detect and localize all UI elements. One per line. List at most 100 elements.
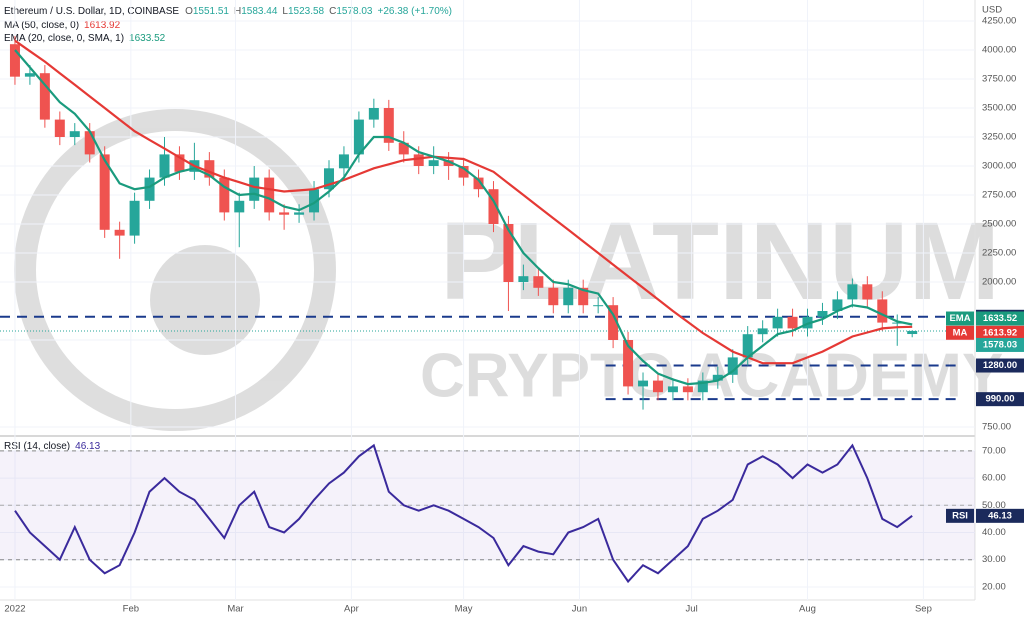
watermark-coin (150, 245, 260, 355)
candle-body (99, 154, 110, 230)
y-tick-label: 2750.00 (982, 190, 1016, 201)
series-tag: EMA (949, 313, 970, 324)
candle-body (249, 177, 260, 201)
candle-body (443, 160, 454, 166)
candle-body (294, 212, 305, 215)
legend-entry: MA (50, close, 0) 1613.92 (4, 20, 121, 31)
candle-body (652, 380, 663, 393)
candle-body (623, 339, 634, 387)
candle-body (114, 229, 125, 236)
candle-body (787, 316, 798, 329)
candle-body (353, 119, 364, 155)
x-tick-label: Jul (686, 604, 698, 615)
candle-body (428, 160, 439, 166)
y-tick-label: 3750.00 (982, 74, 1016, 85)
candle-body (129, 200, 140, 236)
x-tick-label: Jun (572, 604, 587, 615)
level-tag (976, 358, 1024, 373)
close-tag: 1578.03 (983, 339, 1017, 350)
ohlc-label: H (234, 6, 241, 17)
candle-body (204, 160, 215, 178)
series-tag-bg (946, 325, 974, 340)
y-tick-label: 3250.00 (982, 132, 1016, 143)
candle-body (323, 168, 334, 190)
title: Ethereum / U.S. Dollar, 1D, COINBASE (4, 6, 179, 17)
candle-body (608, 305, 619, 340)
rsi-tag-bg (946, 508, 974, 523)
y-tick-label: 4000.00 (982, 45, 1016, 56)
x-tick-label: May (455, 604, 473, 615)
value-tag: 1633.52 (983, 313, 1017, 324)
y-tick-label: 40.00 (982, 527, 1006, 538)
candle-body (174, 154, 185, 172)
candle-body (144, 177, 155, 201)
candle-body (503, 223, 514, 282)
candle-body (159, 154, 170, 178)
line (14, 49, 913, 386)
candle-body (638, 380, 649, 387)
candle-body (54, 119, 65, 137)
y-tick-label: 70.00 (982, 445, 1006, 456)
y-tick-label: 20.00 (982, 581, 1006, 592)
legend-value: 1613.92 (84, 20, 121, 31)
y-tick-label: 4250.00 (982, 16, 1016, 27)
level-label: 1280.00 (983, 360, 1017, 371)
level-tag (976, 392, 1024, 407)
candle-body (234, 200, 245, 213)
candle-body (518, 276, 529, 282)
candle-body (368, 107, 379, 120)
line (14, 39, 913, 365)
y-tick-label: 2500.00 (982, 219, 1016, 230)
change: +26.38 (+1.70%) (378, 6, 453, 17)
x-tick-label: Sep (915, 604, 932, 615)
candle-body (832, 299, 843, 311)
candle-body (593, 305, 604, 307)
candle-body (533, 276, 544, 288)
candle-body (279, 212, 290, 215)
candle-body (398, 142, 409, 155)
rsi-title: RSI (14, close) (4, 441, 70, 452)
candle-body (802, 316, 813, 329)
candle-body (892, 322, 903, 324)
legend-name: EMA (20, close, 0, SMA, 1) (4, 33, 124, 44)
candle-body (697, 380, 708, 393)
ohlc-label: O (185, 6, 193, 17)
rsi-value-bg (976, 508, 1024, 523)
level-label: 990.00 (985, 394, 1014, 405)
candle-body (9, 44, 20, 77)
candle-body (264, 177, 275, 213)
candle-body (563, 287, 574, 306)
candle-body (757, 328, 768, 335)
y-tick-label: 30.00 (982, 554, 1006, 565)
legend-name: MA (50, close, 0) (4, 20, 79, 31)
candle-body (727, 357, 738, 375)
candle-body (84, 131, 95, 155)
close-tag-bg (976, 337, 1024, 352)
candle-body (667, 386, 678, 393)
x-tick-label: Feb (123, 604, 139, 615)
ohlc-value: 1583.44 (241, 6, 278, 17)
candle-body (383, 107, 394, 143)
candle-body (69, 131, 80, 137)
rsi-tag: RSI (952, 510, 968, 521)
candle-body (862, 284, 873, 300)
candle-body (742, 334, 753, 358)
candle-body (488, 189, 499, 224)
candle-body (413, 154, 424, 166)
ohlc-value: 1523.58 (288, 6, 325, 17)
value-tag: 1613.92 (983, 327, 1017, 338)
legend-value: 1633.52 (129, 33, 166, 44)
candle-body (712, 374, 723, 381)
candle-body (772, 316, 783, 329)
watermark-text: PLATINUM (440, 200, 1000, 323)
x-tick-label: Apr (344, 604, 359, 615)
header: Ethereum / U.S. Dollar, 1D, COINBASE O155… (4, 6, 452, 17)
x-tick-label: Mar (227, 604, 243, 615)
candle-body (877, 299, 888, 323)
y-tick-label: 50.00 (982, 500, 1006, 511)
ohlc-label: C (329, 6, 336, 17)
candle-body (24, 73, 35, 77)
line (14, 443, 913, 584)
